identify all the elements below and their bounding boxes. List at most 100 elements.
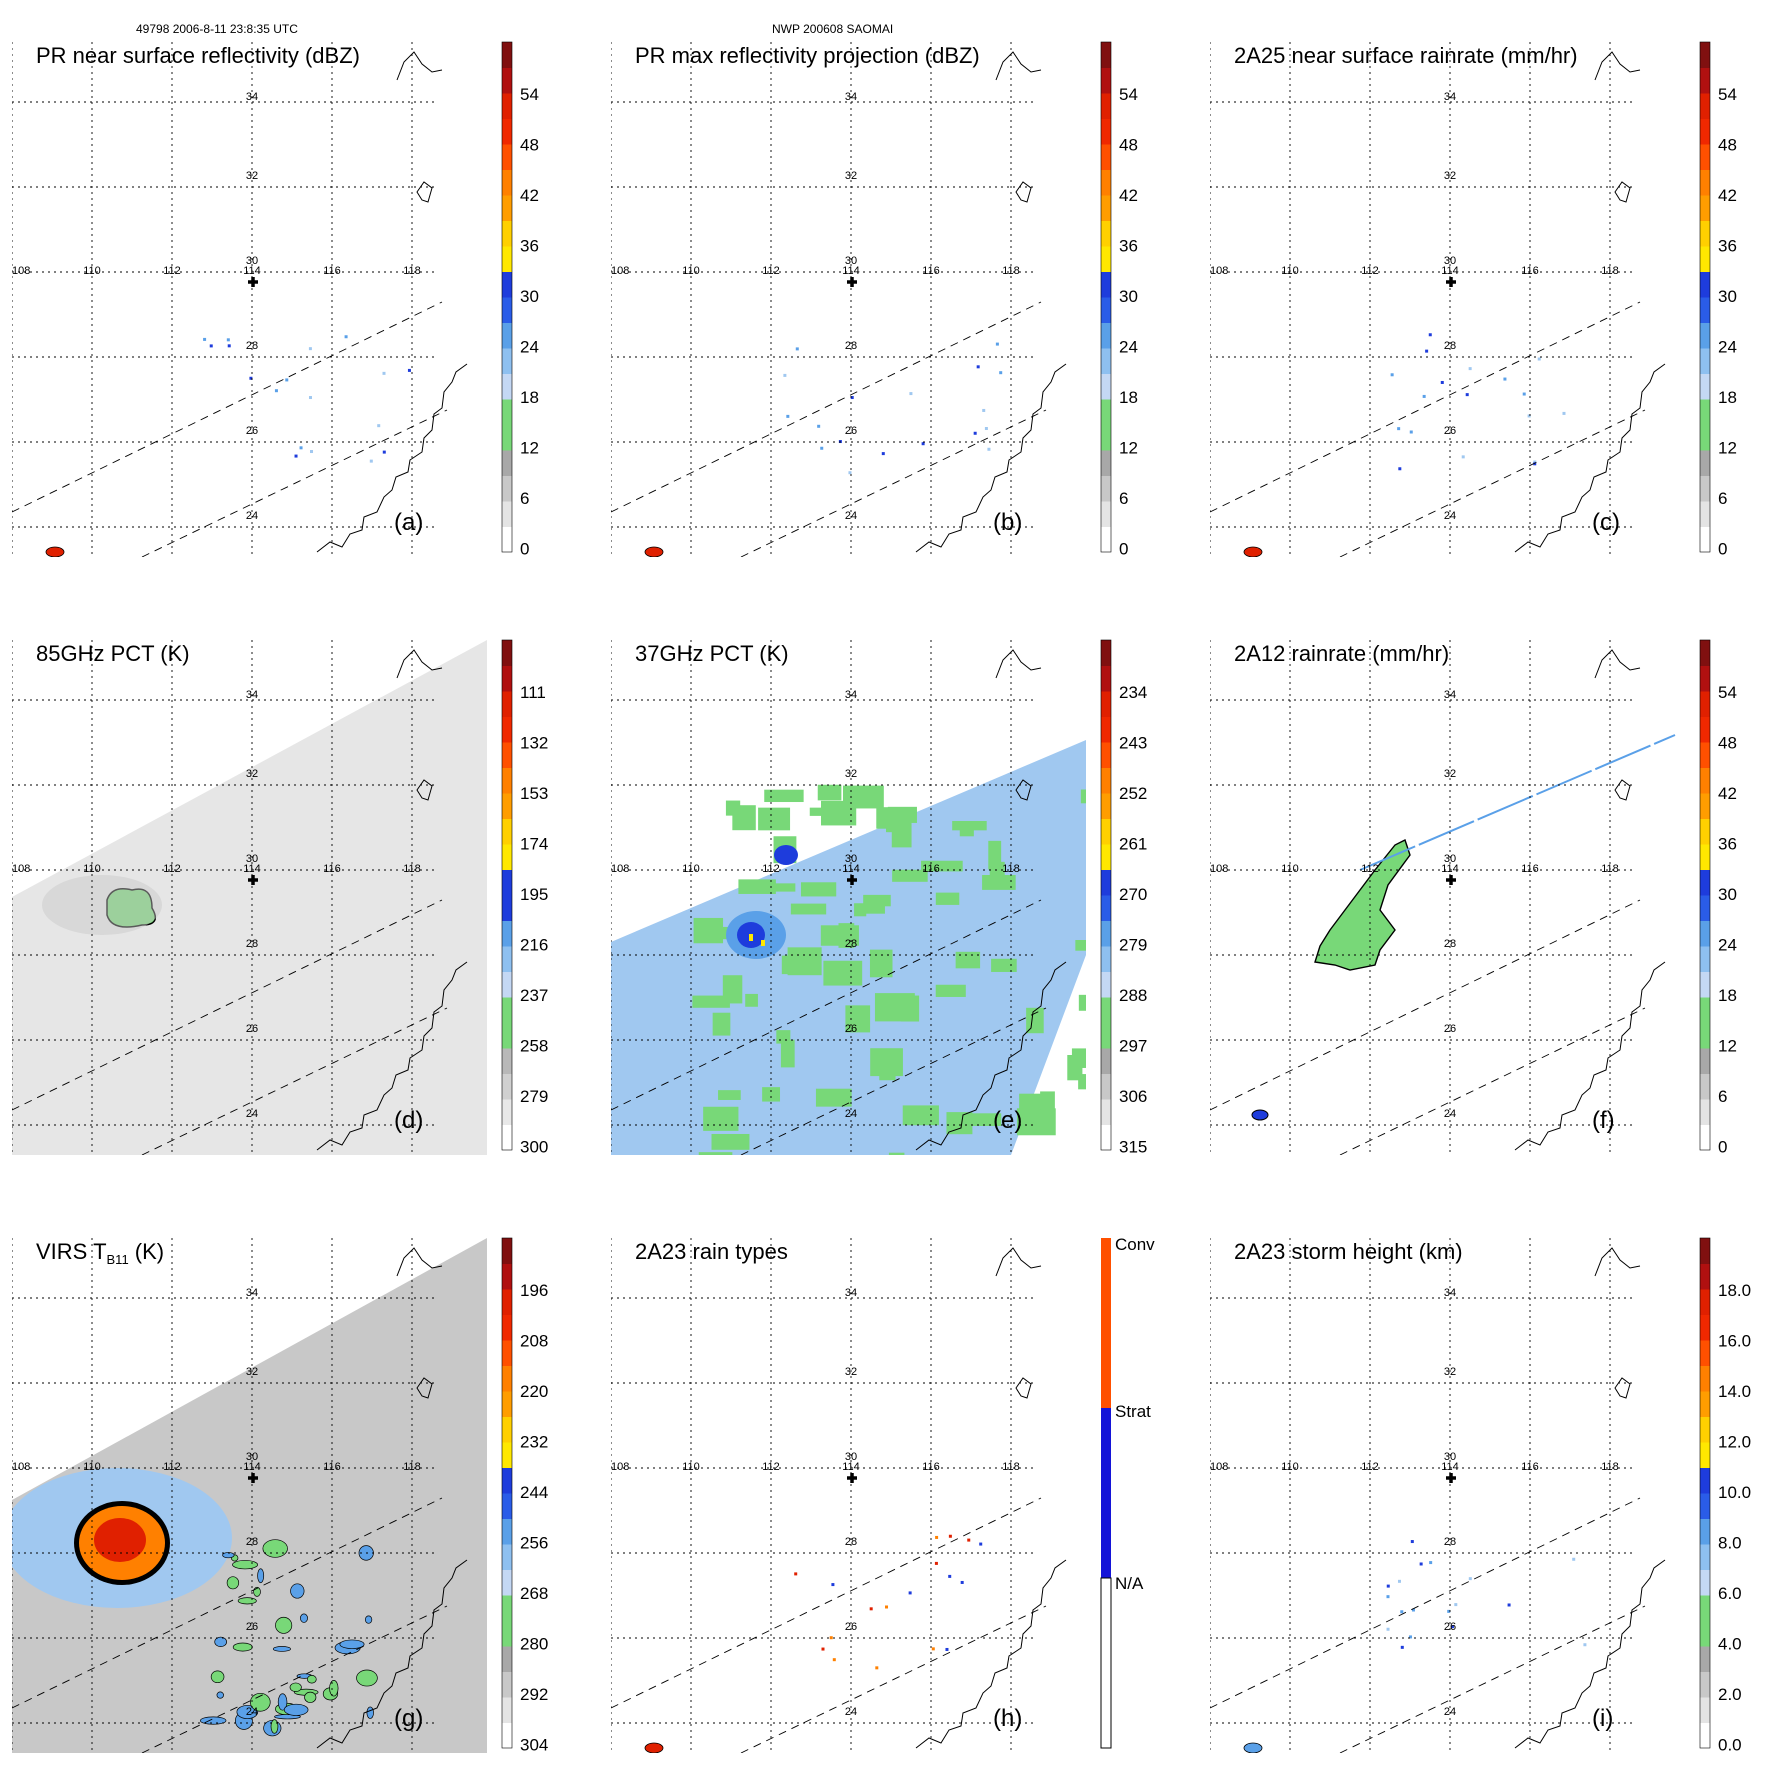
cbar-step (1101, 971, 1111, 998)
pixel-patch (1019, 1093, 1043, 1119)
cbar-tick-label: 12 (1718, 439, 1737, 458)
cbar-step (1700, 1569, 1710, 1596)
cbar-step (1101, 818, 1111, 845)
cloud-cell (222, 1552, 235, 1559)
cbar-tick-label: 42 (1119, 186, 1138, 205)
cbar-step (502, 1238, 512, 1264)
pixel-patch (766, 883, 796, 892)
cbar-tick-label: 6 (1718, 1087, 1727, 1106)
cbar-step (1700, 1391, 1710, 1417)
echo-pixel (1527, 414, 1531, 418)
cbar-step (1101, 297, 1111, 323)
pixel-patch (703, 1106, 739, 1131)
echo-pixel (1440, 380, 1444, 384)
echo-cell (644, 546, 664, 557)
cloud-cell (216, 1691, 224, 1699)
swath-edge-lower (141, 1605, 448, 1753)
storm-center-marker (248, 875, 258, 885)
cbar-tick-label: 48 (1119, 136, 1138, 155)
cbar-step (1700, 920, 1710, 947)
panel-f: 108 110 112 114 116 118 34 32 30 28 26 24 2A12 rainr… (1210, 639, 1737, 1157)
storm-center-marker (847, 875, 857, 885)
cbar-step (1101, 1048, 1111, 1074)
cbar-tick-label: 306 (1119, 1087, 1147, 1106)
cbar-step (502, 297, 512, 323)
lat-label: 30 (845, 255, 857, 267)
cbar-step (1101, 869, 1111, 896)
lon-label: 114 (1441, 1461, 1459, 1473)
cbar-tick-label: 256 (520, 1534, 548, 1553)
lat-label: 24 (246, 510, 258, 522)
coastline-north (396, 1247, 443, 1277)
cbar-step (1700, 1442, 1710, 1468)
swath-edge-upper (12, 899, 443, 1111)
pixel-patch (1078, 1074, 1086, 1090)
echo-pixel (407, 368, 411, 372)
lat-label: 32 (845, 1366, 857, 1378)
cbar-tick-label: Conv (1115, 1235, 1155, 1254)
cbar-step (502, 1289, 512, 1315)
lon-label: 116 (323, 863, 341, 875)
cbar-tick-label: 18 (1119, 388, 1138, 407)
pixel-patch (800, 882, 837, 897)
lon-label: 114 (842, 265, 860, 277)
cbar-step (502, 1620, 512, 1647)
cbar-step (1700, 373, 1710, 400)
island-outline (1614, 1377, 1631, 1399)
cbar-frame (1699, 41, 1711, 553)
lat-label: 30 (845, 1451, 857, 1463)
cbar-tick-label: 6 (1718, 489, 1727, 508)
cbar-step (502, 1263, 512, 1290)
cbar-tick-label: 18.0 (1718, 1281, 1751, 1300)
cbar-tick-label: 132 (520, 734, 548, 753)
lon-label: 108 (1210, 265, 1228, 277)
colorbar-c: 54 48 42 36 30 24 18 12 6 0 (1699, 41, 1737, 559)
cbar-tick-label: 36 (1119, 237, 1138, 256)
lon-label: 116 (323, 265, 341, 277)
echo-pixel (1507, 1603, 1511, 1607)
echo-pixel (995, 342, 999, 346)
pixel-patch (823, 960, 863, 986)
cbar-frame (501, 41, 513, 553)
cbar-step (1700, 348, 1710, 374)
colorbar-i: 18.0 16.0 14.0 12.0 10.0 8.0 6.0 4.0 2.0 0.0 (1699, 1237, 1751, 1755)
lon-label: 116 (1521, 265, 1539, 277)
echo-cell (45, 546, 65, 557)
cbar-tick-label: 24 (1718, 936, 1737, 955)
cbar-step (1101, 844, 1111, 870)
cbar-step (502, 1518, 512, 1545)
island-outline (1015, 181, 1032, 203)
cbar-tick-label: 30 (520, 287, 539, 306)
echo-pixel (1410, 1540, 1414, 1544)
lat-label: 26 (246, 1621, 258, 1633)
cbar-tick-label: 153 (520, 784, 548, 803)
lon-label: 118 (1601, 863, 1619, 875)
swath-background (12, 640, 487, 1155)
colorbar-d: 111 132 153 174 195 216 237 258 279 300 (501, 639, 548, 1157)
cbar-step (1101, 501, 1111, 527)
cbar-step (1700, 844, 1710, 870)
cbar-tick-label: 279 (520, 1087, 548, 1106)
swath-edge-upper (12, 301, 443, 513)
echo-cell (644, 1742, 664, 1753)
pixel-patch (764, 789, 804, 803)
cbar-step (502, 195, 512, 221)
cloud-cell (262, 1539, 288, 1558)
pixel-patch (952, 820, 987, 831)
cbar-step (502, 767, 512, 794)
cbar-step (1700, 195, 1710, 221)
cbar-tick-label: 48 (1718, 734, 1737, 753)
coastline-north (1594, 649, 1641, 679)
pixel-patch (693, 917, 724, 944)
echo-pixel (382, 371, 386, 375)
lat-label: 26 (1444, 425, 1456, 437)
island-outline (1015, 779, 1032, 801)
cbar-step (1101, 67, 1111, 94)
cbar-frame (501, 1237, 513, 1749)
cbar-step (502, 1124, 512, 1151)
cloud-shield (42, 875, 162, 935)
swath-edge-upper (1210, 899, 1641, 1111)
echo-pixel (299, 446, 303, 450)
panel-title: 37GHz PCT (K) (635, 641, 789, 666)
cbar-step (1700, 665, 1710, 692)
